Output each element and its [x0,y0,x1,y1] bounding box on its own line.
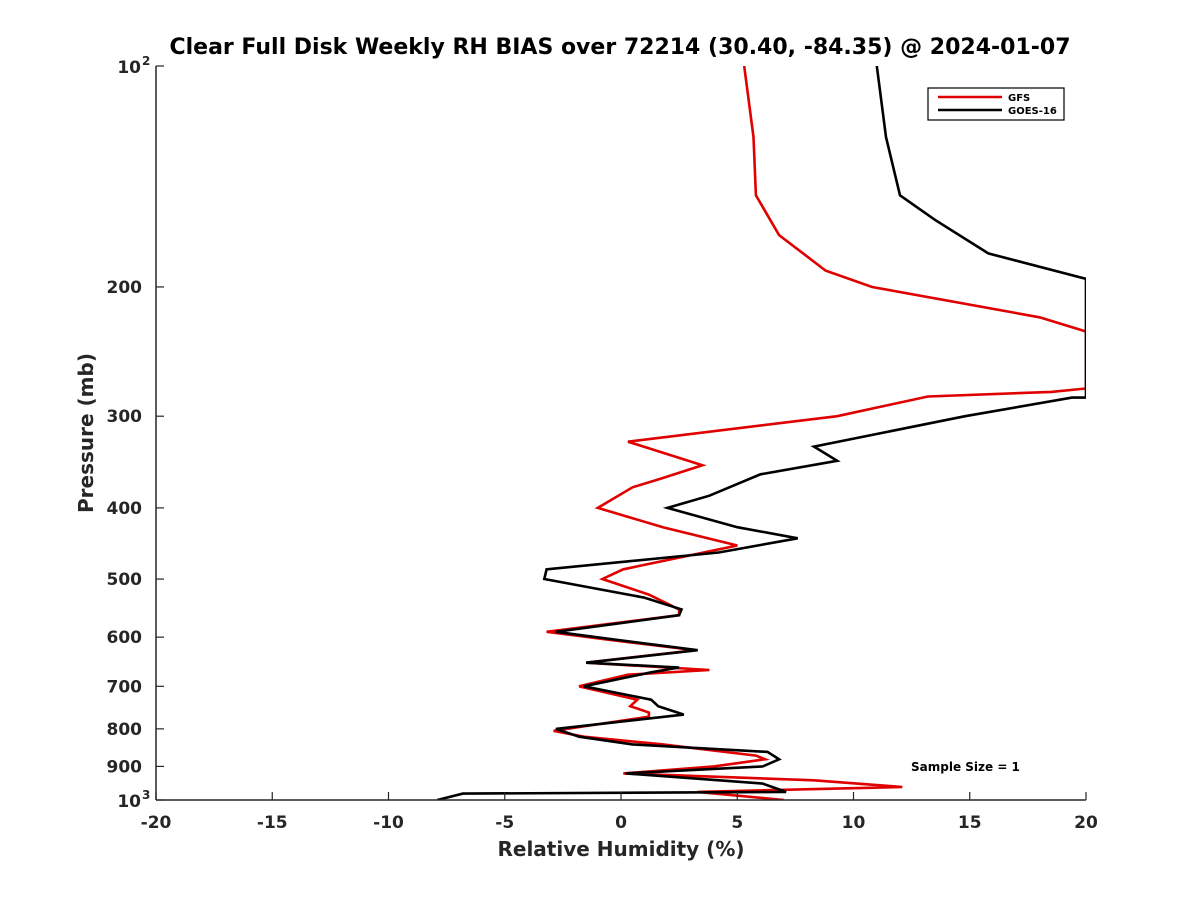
legend: GFS GOES-16 [927,87,1065,121]
y-axis-label: Pressure (mb) [74,353,98,513]
x-axis-label: Relative Humidity (%) [497,837,744,861]
legend-label-goes16: GOES-16 [1008,106,1057,117]
x-tick-label: -15 [257,813,288,833]
y-tick-label: 400 [107,499,143,519]
x-tick-label: -5 [495,813,514,833]
x-ticks: -20 -15 -10 -5 0 5 10 15 20 [141,792,1098,833]
x-tick-label: 15 [958,813,982,833]
x-tick-label: -10 [373,813,404,833]
x-tick-label: 0 [615,813,627,833]
series-layer [436,66,1086,800]
series-line-gfs [546,66,1086,800]
x-tick-label: 10 [842,813,866,833]
x-tick-label: -20 [141,813,172,833]
y-tick-label: 500 [107,570,143,590]
legend-box [927,87,1065,121]
y-tick-label: 10 [117,792,141,812]
plot-area: -20 -15 -10 -5 0 5 10 15 20 10 220030040050060070… [107,54,1098,833]
y-tick-exponent: 2 [142,54,150,68]
y-tick-label: 900 [107,757,143,777]
y-tick-label: 800 [107,720,143,740]
legend-label-gfs: GFS [1008,93,1030,104]
sample-size-annotation: Sample Size = 1 [911,760,1020,774]
y-tick-label: 300 [107,407,143,427]
series-line-goes16 [436,66,1086,800]
y-tick-exponent: 3 [142,788,150,802]
y-tick-label: 200 [107,278,143,298]
x-tick-label: 5 [731,813,743,833]
chart-title: Clear Full Disk Weekly RH BIAS over 7221… [169,35,1070,60]
y-tick-label: 600 [107,628,143,648]
y-tick-label: 700 [107,677,143,697]
x-tick-label: 20 [1074,813,1098,833]
y-tick-label: 10 [117,58,141,78]
